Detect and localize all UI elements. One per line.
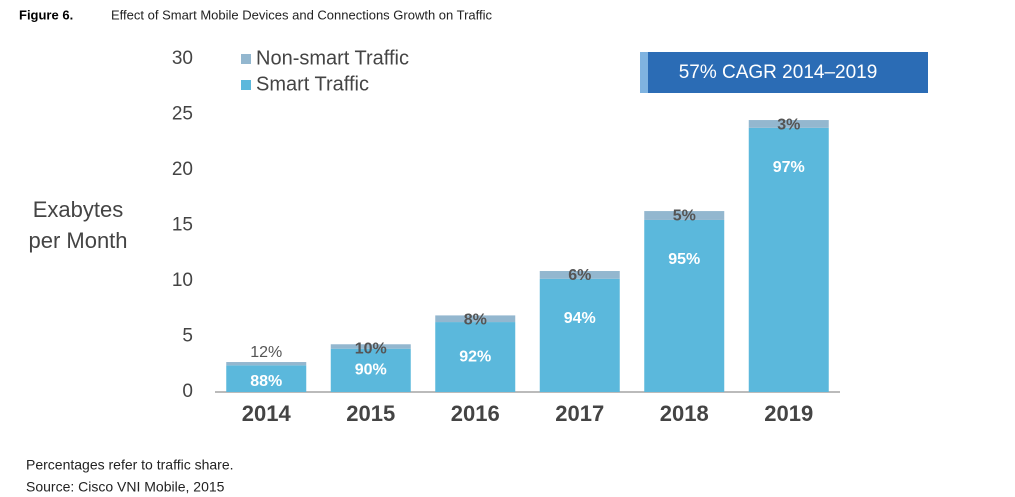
bar-segment <box>539 271 620 279</box>
legend-swatch <box>241 54 251 64</box>
share-label: 94% <box>564 310 596 327</box>
share-label: 6% <box>568 267 591 284</box>
bar-segment <box>226 362 307 366</box>
annotation-accent <box>640 52 648 93</box>
bar-segment <box>748 120 829 128</box>
share-label: 97% <box>773 159 805 176</box>
x-tick-label: 2017 <box>555 401 604 426</box>
y-tick-label: 10 <box>172 270 193 291</box>
bar-segment <box>226 365 307 392</box>
y-tick-label: 0 <box>182 381 193 402</box>
y-axis-label: Exabytes <box>33 197 124 222</box>
share-label: 90% <box>355 362 387 379</box>
bar-segment <box>539 278 620 392</box>
share-label: 88% <box>250 373 282 390</box>
share-label: 3% <box>777 116 800 133</box>
bar-segment <box>435 322 516 392</box>
bar-segment <box>330 344 411 349</box>
x-tick-label: 2015 <box>346 401 395 426</box>
note: Percentages refer to traffic share. <box>26 457 234 473</box>
bar-segment <box>435 315 516 323</box>
share-label: 10% <box>355 340 387 357</box>
y-tick-label: 15 <box>172 215 193 236</box>
y-tick-label: 5 <box>182 326 193 347</box>
y-tick-label: 25 <box>172 104 193 125</box>
x-tick-label: 2016 <box>451 401 500 426</box>
x-tick-label: 2014 <box>242 401 292 426</box>
figure-caption: Effect of Smart Mobile Devices and Conne… <box>111 7 493 22</box>
bar-segment <box>748 127 829 392</box>
share-label: 95% <box>668 251 700 268</box>
share-label: 92% <box>459 348 491 365</box>
y-tick-label: 20 <box>172 159 193 180</box>
legend-swatch <box>241 80 251 90</box>
bar-segment <box>330 348 411 392</box>
bar-segment <box>644 211 725 220</box>
legend-label: Non-smart Traffic <box>256 47 409 69</box>
figure-label: Figure 6. <box>19 7 73 22</box>
annotation-box <box>640 52 928 93</box>
share-label: 12% <box>250 344 282 361</box>
bar-segment <box>644 219 725 392</box>
note: Source: Cisco VNI Mobile, 2015 <box>26 479 225 495</box>
annotation: 57% CAGR 2014–2019 <box>679 62 878 83</box>
share-label: 8% <box>464 312 487 329</box>
y-tick-label: 30 <box>172 48 193 69</box>
x-tick-label: 2019 <box>764 401 813 426</box>
legend-label: Smart Traffic <box>256 73 369 95</box>
x-tick-label: 2018 <box>660 401 709 426</box>
share-label: 5% <box>673 207 696 224</box>
y-axis-label: per Month <box>28 228 127 253</box>
